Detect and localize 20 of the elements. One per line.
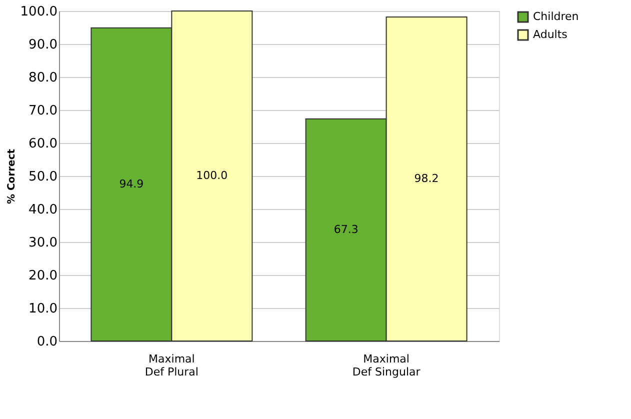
y-tick-label: 0.0	[36, 334, 58, 350]
y-tick-label: 30.0	[28, 236, 58, 250]
data-label: 67.3	[334, 222, 358, 236]
y-tick-label: 40.0	[28, 202, 58, 218]
x-tick-label: Maximal Def Plural	[144, 352, 198, 378]
x-tick-label: Maximal Def Singular	[352, 352, 421, 378]
y-tick-label: 10.0	[28, 302, 58, 316]
y-tick-label: 50.0	[28, 170, 58, 184]
legend-label: Children	[533, 10, 579, 23]
y-tick-label: 70.0	[28, 104, 58, 118]
y-tick-label: 90.0	[28, 38, 58, 52]
y-axis-title: % Correct	[6, 148, 18, 204]
legend-label: Adults	[533, 28, 568, 41]
y-tick-label: 20.0	[28, 268, 58, 284]
y-tick-label: 60.0	[28, 136, 58, 152]
y-tick-label: 80.0	[28, 70, 58, 86]
data-label: 94.9	[119, 177, 144, 190]
data-label: 100.0	[196, 169, 228, 182]
data-label: 98.2	[414, 172, 439, 185]
y-tick-label: 100.0	[20, 4, 58, 20]
